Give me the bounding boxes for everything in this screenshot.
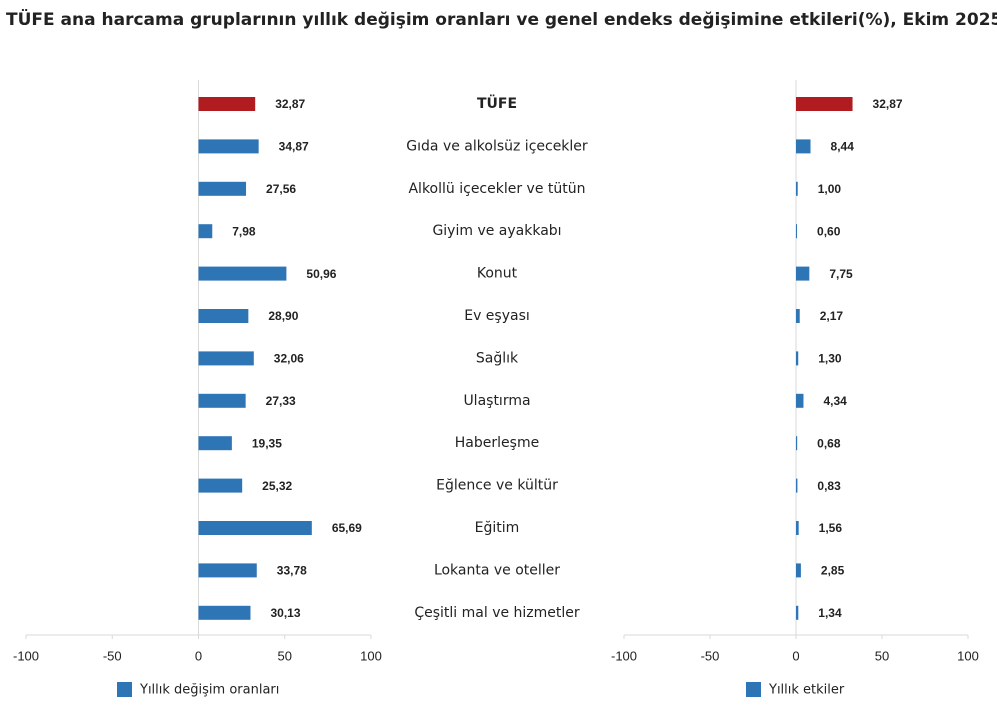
category-label: Eğitim <box>475 520 520 536</box>
value-label: 2,17 <box>820 309 844 323</box>
legend-swatch <box>746 682 761 697</box>
value-label: 28,90 <box>268 309 298 323</box>
value-label: 27,56 <box>266 182 296 196</box>
value-label: 0,60 <box>817 224 841 238</box>
value-label: 1,34 <box>818 606 842 620</box>
category-label: Gıda ve alkolsüz içecekler <box>406 138 588 154</box>
bar <box>796 266 810 281</box>
category-label: Eğlence ve kültür <box>436 478 558 494</box>
value-label: 32,06 <box>274 352 304 366</box>
bar <box>796 224 798 239</box>
bar <box>796 605 799 620</box>
value-label: 27,33 <box>266 394 296 408</box>
category-label: Ulaştırma <box>463 393 530 409</box>
bar <box>796 309 800 323</box>
bar <box>198 521 312 535</box>
category-label: TÜFE <box>477 94 517 112</box>
value-label: 4,34 <box>823 394 847 408</box>
value-label: 50,96 <box>306 267 336 281</box>
value-label: 34,87 <box>279 140 309 154</box>
value-label: 1,00 <box>818 182 842 196</box>
bar <box>198 97 256 111</box>
value-label: 7,98 <box>232 224 256 238</box>
value-label: 32,87 <box>873 97 903 111</box>
bar <box>198 309 249 323</box>
bar <box>796 97 853 111</box>
category-label: Lokanta ve oteller <box>434 562 560 578</box>
value-label: 19,35 <box>252 436 282 450</box>
value-label: 0,83 <box>817 479 841 493</box>
x-tick-label: 0 <box>195 648 202 663</box>
category-label: Giyim ve ayakkabı <box>432 223 561 239</box>
x-tick-label: -100 <box>13 648 39 663</box>
value-label: 65,69 <box>332 521 362 535</box>
bar <box>796 393 804 408</box>
bar <box>796 563 801 578</box>
bar <box>796 436 798 451</box>
bar <box>198 393 246 408</box>
category-label: Haberleşme <box>455 435 539 451</box>
value-label: 1,30 <box>818 352 842 366</box>
x-tick-label: 50 <box>875 648 889 663</box>
category-label: Konut <box>477 266 518 282</box>
x-tick-label: -100 <box>611 648 637 663</box>
bar <box>198 266 287 281</box>
bar <box>198 563 257 578</box>
value-label: 30,13 <box>270 606 300 620</box>
x-tick-label: 100 <box>360 648 382 663</box>
bar <box>796 478 798 493</box>
value-label: 0,68 <box>817 436 841 450</box>
category-label: Sağlık <box>476 350 519 366</box>
x-tick-label: 100 <box>957 648 979 663</box>
bar <box>198 139 259 154</box>
value-label: 7,75 <box>829 267 853 281</box>
category-label: Çeşitli mal ve hizmetler <box>414 605 580 621</box>
x-tick-label: -50 <box>701 648 720 663</box>
legend-label: Yıllık değişim oranları <box>139 683 279 698</box>
bar <box>198 224 213 239</box>
value-label: 25,32 <box>262 479 292 493</box>
bar <box>796 181 798 196</box>
value-label: 33,78 <box>277 564 307 578</box>
value-label: 32,87 <box>275 97 305 111</box>
value-label: 2,85 <box>821 564 845 578</box>
bar <box>198 478 243 493</box>
x-tick-label: 0 <box>792 648 799 663</box>
category-label: Alkollü içecekler ve tütün <box>408 181 585 197</box>
x-tick-label: -50 <box>103 648 122 663</box>
legend-swatch <box>117 682 132 697</box>
value-label: 8,44 <box>831 140 855 154</box>
bar <box>198 351 254 366</box>
legend-label: Yıllık etkiler <box>768 683 845 698</box>
x-tick-label: 50 <box>278 648 292 663</box>
bar <box>796 351 799 366</box>
value-label: 1,56 <box>819 521 843 535</box>
category-label: Ev eşyası <box>464 308 530 324</box>
bar <box>796 521 799 535</box>
bar <box>198 436 232 451</box>
bar <box>198 605 251 620</box>
bar <box>198 181 247 196</box>
chart-title: TÜFE ana harcama gruplarının yıllık deği… <box>6 8 997 30</box>
bar <box>796 139 811 154</box>
